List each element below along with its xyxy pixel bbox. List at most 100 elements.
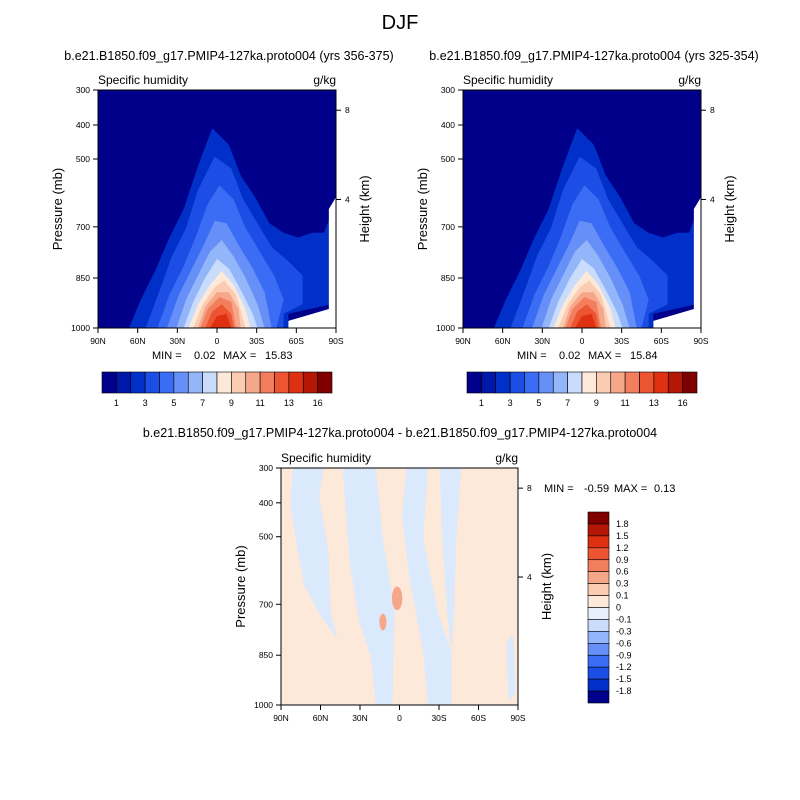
colorbar-label: 5 [536,398,541,408]
panel-3-axes [276,467,523,710]
left-subtitle: Specific humidity [463,73,553,87]
colorbar-label: 0 [616,603,621,613]
x-tick-label: 30N [352,713,368,723]
colorbar-swatch [130,371,146,394]
colorbar-swatch [288,371,304,394]
min-value: 0.02 [194,350,215,362]
x-tick-label: 60S [654,336,669,346]
y-tick-label: 400 [441,120,455,130]
colorbar-swatch [231,371,247,394]
x-tick-label: 90S [510,713,525,723]
colorbar-label: 11 [620,398,629,408]
y-tick-label: 700 [76,222,90,232]
positive-anomaly-1 [391,586,403,611]
colorbar-label: 13 [649,398,659,408]
max-value: 0.13 [654,483,675,495]
colorbar-swatch [173,371,189,394]
colorbar-label: -0.6 [616,638,632,648]
y-tick-label: 300 [76,85,90,95]
x-tick-label: 0 [397,713,402,723]
figure-title: DJF [381,12,419,34]
colorbar-swatch [587,690,610,704]
y-tick-label: 1000 [71,323,90,333]
colorbar-label: 3 [508,398,513,408]
x-tick-label: 90N [90,336,106,346]
min-label: MIN = [517,350,547,362]
colorbar-swatch [509,371,525,394]
y-tick-label: 400 [76,120,90,130]
colorbar-swatch [639,371,655,394]
colorbar-label: 0.9 [616,555,629,565]
y-tick-label: 700 [441,222,455,232]
colorbar-swatch [524,371,540,394]
colorbar-swatch [581,371,597,394]
contour-band-12 [209,313,232,328]
min-value: -0.59 [584,483,609,495]
colorbar-swatch [587,547,610,561]
colorbar-swatch [587,583,610,596]
y2-tick-label: 8 [710,105,715,115]
colorbar-swatch [587,559,610,572]
x-tick-label: 90N [273,713,289,723]
colorbar-swatch [538,371,554,394]
y2-tick-label: 4 [527,572,532,582]
x-tick-label: 60N [495,336,511,346]
negative-region-2 [342,468,395,705]
panel-2-axes [458,89,706,333]
panel-title: b.e21.B1850.f09_g17.PMIP4-127ka.proto004… [143,426,657,440]
y-axis-title: Pressure (mb) [233,545,248,627]
y2-tick-label: 4 [710,194,715,204]
negative-region-4 [439,468,462,653]
colorbar-swatch [101,371,117,394]
max-label: MAX = [614,483,647,495]
y-tick-label: 1000 [436,323,455,333]
colorbar-swatch [202,371,218,394]
y-tick-label: 850 [76,273,90,283]
y-axis-title: Pressure (mb) [50,168,65,250]
colorbar-swatch [259,371,275,394]
x-tick-label: 0 [580,336,585,346]
colorbar-swatch [317,371,333,394]
colorbar-label: 16 [313,398,323,408]
panel-title: b.e21.B1850.f09_g17.PMIP4-127ka.proto004… [429,49,758,63]
colorbar-label: 0.1 [616,591,629,601]
x-tick-label: 30N [170,336,186,346]
colorbar-swatch [587,666,610,680]
contour-band-12 [574,313,597,328]
x-tick-label: 90S [693,336,708,346]
colorbar-swatch [567,371,583,394]
right-subtitle: g/kg [495,451,518,465]
colorbar-label: -1.2 [616,662,632,672]
colorbar-label: 3 [143,398,148,408]
colorbar-swatch [481,371,497,394]
y-tick-label: 300 [441,85,455,95]
max-value: 15.83 [265,350,293,362]
colorbar-swatch [116,371,132,394]
y-tick-label: 300 [259,463,273,473]
colorbar-label: 9 [229,398,234,408]
colorbar-swatch [587,571,610,584]
colorbar-swatch [187,371,203,394]
x-tick-label: 30S [614,336,629,346]
left-subtitle: Specific humidity [281,451,371,465]
y-tick-label: 500 [259,532,273,542]
colorbar-label: 11 [255,398,264,408]
x-tick-label: 60N [313,713,329,723]
panel-1-axes [93,89,341,333]
colorbar-label: 7 [565,398,570,408]
colorbar-swatch [245,371,261,394]
x-tick-label: 60N [130,336,146,346]
max-label: MAX = [588,350,621,362]
colorbar-label: 1 [479,398,484,408]
x-tick-label: 30N [535,336,551,346]
colorbar-label: -1.8 [616,686,632,696]
colorbar-swatch [596,371,612,394]
y-tick-label: 850 [441,273,455,283]
min-value: 0.02 [559,350,580,362]
colorbar-swatch [159,371,175,394]
colorbar-label: 0.3 [616,579,629,589]
y2-axis-title: Height (km) [539,553,554,620]
y2-axis-title: Height (km) [722,175,737,242]
x-tick-label: 30S [431,713,446,723]
